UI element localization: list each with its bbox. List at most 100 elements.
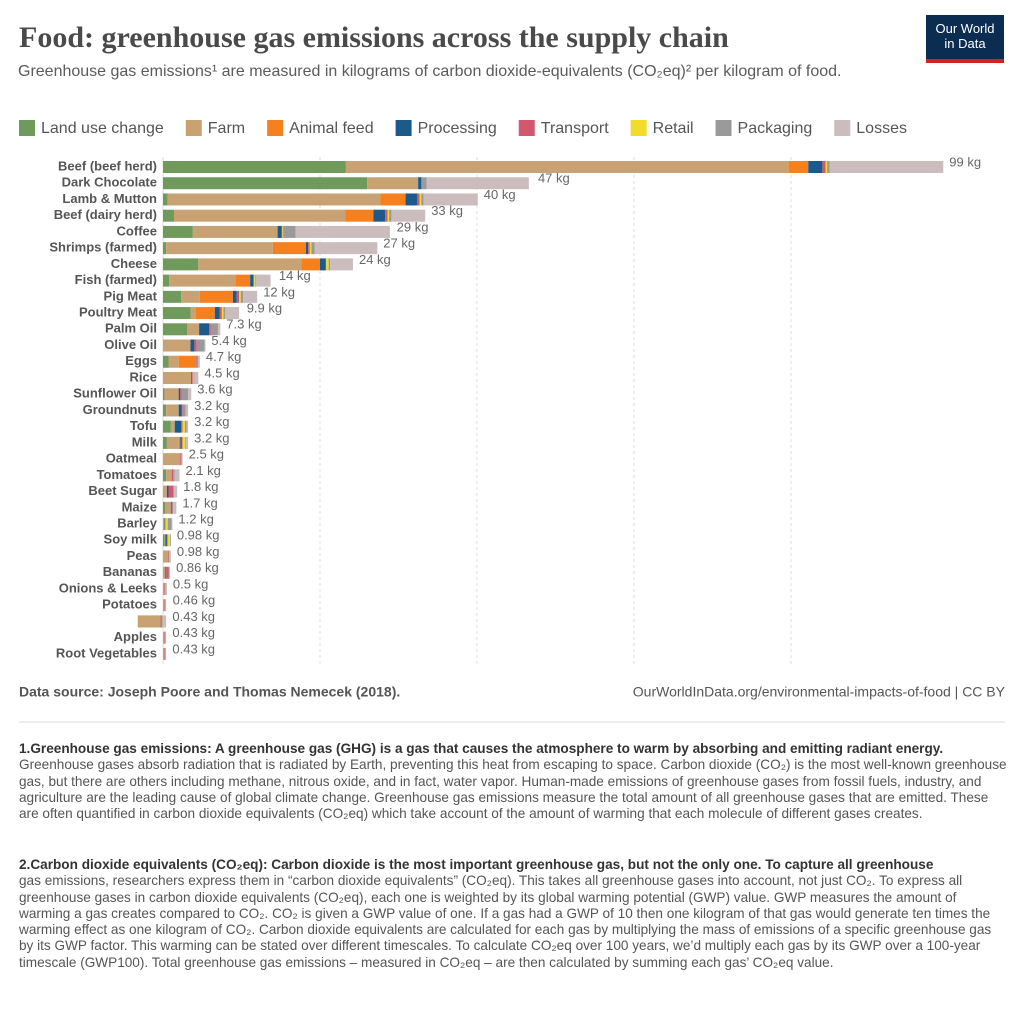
category-label: Pig Meat (104, 288, 158, 303)
category-label: Peas (127, 548, 157, 563)
bar-segment (184, 420, 187, 433)
legend-label: Transport (541, 120, 609, 137)
category-label: Tomatoes (97, 467, 157, 482)
bar-segment (240, 290, 244, 303)
bar-segment (326, 258, 329, 271)
bar-segment (163, 550, 169, 563)
bar-segment (182, 404, 186, 417)
bar-segment (163, 355, 169, 368)
category-label: Shrimps (farmed) (49, 240, 157, 255)
logo-stripe (926, 59, 1004, 63)
bar-segment (391, 209, 426, 222)
bar-segment (181, 453, 183, 466)
bar-segment (178, 355, 196, 368)
total-label: 1.8 kg (183, 479, 218, 494)
bar-segment (387, 209, 390, 222)
total-label: 1.2 kg (178, 511, 213, 526)
bar-segment (822, 161, 826, 173)
legend-swatch (630, 120, 647, 136)
total-label: 0.43 kg (172, 641, 215, 656)
bar-segment (173, 469, 175, 482)
category-label: Potatoes (102, 597, 157, 612)
bar-segment (181, 404, 183, 417)
bar-segment (163, 193, 168, 206)
chart-title: Food: greenhouse gas emissions across th… (19, 21, 729, 54)
bar-segment (192, 371, 194, 384)
bar-segment (168, 355, 179, 368)
bar-segment (164, 518, 166, 531)
legend-swatch (267, 120, 284, 136)
bar-segment (188, 388, 192, 401)
note: 1.Greenhouse gas emissions: A greenhouse… (19, 741, 1009, 822)
bar-segment (827, 161, 830, 173)
bar-segment (243, 290, 258, 303)
total-label: 3.6 kg (197, 382, 232, 397)
bar-segment (418, 177, 422, 190)
bar-segment (163, 323, 188, 336)
url[interactable]: OurWorldInData.org/environmental-impacts… (633, 684, 1006, 700)
bar-segment (165, 518, 168, 531)
bar-segment (182, 420, 185, 433)
bar-segment (305, 242, 309, 255)
category-label: Olive Oil (104, 337, 157, 352)
bar-segment (325, 258, 327, 271)
bar-segment (161, 615, 163, 628)
category-label: Eggs (125, 353, 157, 368)
bar-segment (217, 323, 221, 336)
category-label: Lamb & Mutton (62, 191, 157, 206)
bar-segment (235, 274, 251, 287)
bar-segment (162, 615, 167, 628)
bar-segment (163, 225, 193, 238)
bar-segment (163, 485, 167, 498)
bar-segment (232, 290, 237, 303)
bar-segment (181, 436, 183, 449)
bar-segment (163, 582, 165, 595)
bar-segment (164, 631, 166, 644)
total-label: 0.5 kg (173, 576, 208, 591)
bar-segment (163, 631, 165, 644)
bar-segment (163, 177, 368, 190)
bar-segment (373, 209, 386, 222)
bar-segment (163, 242, 167, 255)
bar-segment (160, 615, 162, 628)
category-label: Tofu (130, 418, 157, 433)
bar-segment (253, 274, 255, 287)
bar-segment (308, 242, 310, 255)
bar-segment (164, 388, 179, 401)
bar-segment (168, 550, 170, 563)
bar-segment (174, 469, 180, 482)
bar-segment (345, 161, 789, 173)
bar-segment (164, 534, 166, 547)
logo-text: Our World in Data (935, 21, 995, 51)
legend-label: Retail (653, 120, 694, 137)
category-label: Cheese (111, 256, 157, 271)
total-label: 0.43 kg (172, 625, 215, 640)
total-label: 29 kg (397, 219, 429, 234)
note-heading: 2.Carbon dioxide equivalents (CO₂eq): Ca… (19, 857, 934, 872)
bar-segment (182, 436, 185, 449)
legend-swatch (185, 120, 202, 136)
bar-segment (171, 518, 173, 531)
total-label: 0.46 kg (173, 593, 216, 608)
legend-label: Processing (418, 120, 497, 137)
logo-box[interactable] (926, 15, 1004, 59)
legend-label: Packaging (738, 120, 813, 137)
category-label: Rice (130, 369, 157, 384)
bar-segment (250, 274, 254, 287)
bar-segment (328, 258, 331, 271)
bar-segment (168, 566, 170, 579)
category-label: Dark Chocolate (62, 175, 157, 190)
bar-segment (163, 566, 166, 579)
bar-segment (385, 209, 388, 222)
bar-segment (166, 485, 169, 498)
bar-segment (421, 177, 423, 190)
bar-segment (181, 453, 182, 466)
legend-label: Animal feed (289, 120, 374, 137)
category-label: Milk (132, 434, 158, 449)
legend-label: Losses (856, 120, 907, 137)
bar-segment (311, 242, 315, 255)
total-label: 4.5 kg (204, 365, 239, 380)
bar-segment (170, 501, 172, 514)
total-label: 9.9 kg (247, 301, 282, 316)
